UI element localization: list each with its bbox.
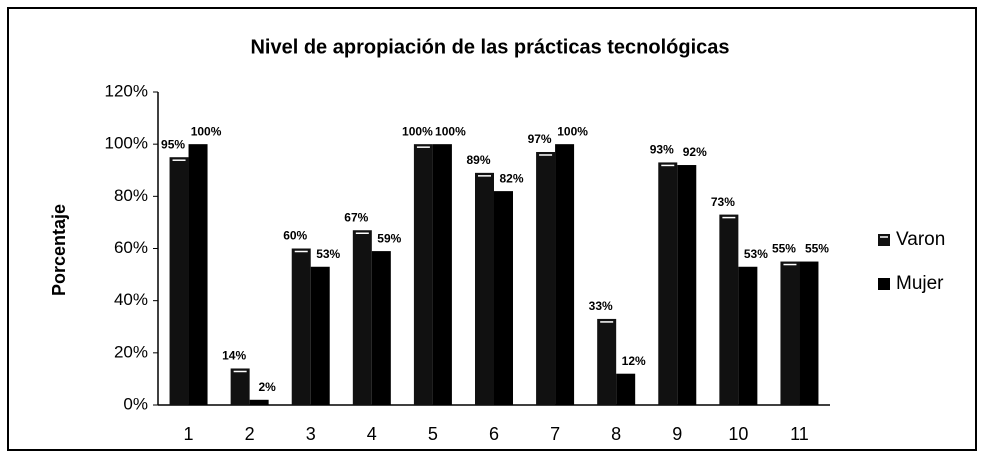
x-tick-label: 2 <box>245 424 255 444</box>
x-tick-label: 3 <box>306 424 316 444</box>
y-tick-label: 100% <box>105 134 148 153</box>
bar <box>310 266 330 405</box>
data-label: 2% <box>258 380 276 394</box>
data-label: 73% <box>711 195 735 209</box>
bar <box>494 191 513 405</box>
legend-swatch <box>878 278 890 290</box>
x-tick-label: 9 <box>672 424 682 444</box>
bar <box>291 248 311 405</box>
x-tick-label: 5 <box>428 424 438 444</box>
data-label: 89% <box>466 153 490 167</box>
data-label: 92% <box>683 145 707 159</box>
bar <box>677 165 697 405</box>
bar <box>658 162 678 405</box>
data-label: 59% <box>377 231 401 245</box>
bar <box>432 144 452 405</box>
bar <box>475 172 494 405</box>
bar <box>738 266 758 405</box>
y-tick-label: 120% <box>105 81 148 100</box>
data-label: 55% <box>772 242 796 256</box>
y-tick-label: 0% <box>123 394 148 413</box>
y-tick-label: 40% <box>114 290 148 309</box>
x-tick-label: 10 <box>728 424 748 444</box>
x-tick-label: 8 <box>611 424 621 444</box>
y-tick-label: 80% <box>114 186 148 205</box>
legend-swatch <box>878 234 890 246</box>
bar <box>536 151 556 405</box>
y-tick-label: 20% <box>114 342 148 361</box>
legend-label: Varon <box>896 229 945 250</box>
x-tick-label: 6 <box>489 424 499 444</box>
chart-title: Nivel de apropiación de las prácticas te… <box>250 36 729 58</box>
data-label: 100% <box>402 124 433 138</box>
bar <box>597 318 617 405</box>
x-tick-label: 7 <box>550 424 560 444</box>
data-label: 97% <box>528 132 552 146</box>
bar <box>169 157 189 405</box>
bar <box>413 144 433 405</box>
data-label: 55% <box>805 242 829 256</box>
data-label: 67% <box>344 210 368 224</box>
bar <box>230 368 250 405</box>
data-label: 100% <box>557 124 588 138</box>
bar <box>249 399 269 405</box>
data-label: 33% <box>589 299 613 313</box>
y-axis-label: Porcentaje <box>49 204 69 296</box>
bar <box>780 261 800 405</box>
bar <box>352 230 372 405</box>
data-label: 93% <box>650 143 674 157</box>
data-label: 82% <box>499 171 523 185</box>
data-label: 53% <box>744 247 768 261</box>
data-label: 53% <box>316 247 340 261</box>
data-label: 95% <box>161 137 185 151</box>
y-tick-label: 60% <box>114 238 148 257</box>
bar <box>555 144 575 405</box>
x-tick-label: 4 <box>367 424 377 444</box>
bar <box>188 144 208 405</box>
bar <box>719 214 739 405</box>
data-label: 100% <box>435 124 466 138</box>
data-label: 12% <box>622 354 646 368</box>
data-label: 14% <box>222 349 246 363</box>
x-tick-label: 1 <box>184 424 194 444</box>
x-tick-label: 11 <box>790 424 809 444</box>
bar <box>799 261 819 405</box>
data-label: 60% <box>283 229 307 243</box>
legend-label: Mujer <box>896 273 944 294</box>
bar <box>616 373 636 405</box>
bar <box>371 251 391 405</box>
data-label: 100% <box>191 124 222 138</box>
